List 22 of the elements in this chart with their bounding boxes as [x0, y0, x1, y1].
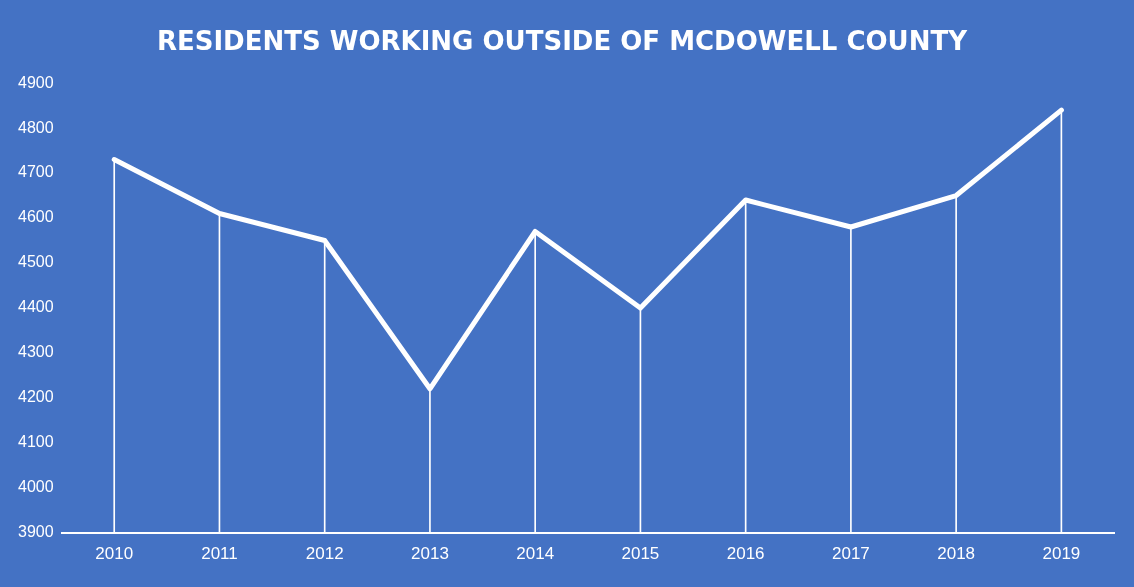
x-tick-label: 2018: [937, 544, 976, 564]
x-tick-label: 2016: [726, 544, 765, 564]
y-tick-label: 4100: [18, 433, 54, 451]
y-tick-label: 4400: [18, 298, 54, 316]
x-tick-label: 2010: [95, 544, 134, 564]
y-tick-label: 4800: [18, 118, 54, 136]
x-tick-label: 2013: [411, 544, 449, 564]
x-tick-label: 2017: [831, 544, 870, 564]
y-tick-label: 4200: [18, 388, 54, 406]
y-tick-label: 4000: [18, 478, 54, 496]
y-tick-label: 4700: [18, 163, 54, 181]
y-tick-label: 3900: [18, 523, 54, 541]
x-tick-label: 2019: [1042, 544, 1081, 564]
y-tick-label: 4500: [18, 253, 54, 271]
chart-title: RESIDENTS WORKING OUTSIDE OF MCDOWELL COUNTY: [156, 26, 969, 57]
x-tick-label: 2015: [621, 544, 660, 564]
x-tick-label: 2011: [201, 544, 238, 564]
x-tick-label: 2012: [305, 544, 344, 564]
x-tick-label: 2014: [516, 544, 555, 564]
y-tick-label: 4600: [18, 208, 54, 226]
y-tick-label: 4900: [18, 73, 54, 91]
y-tick-label: 4300: [18, 343, 54, 361]
